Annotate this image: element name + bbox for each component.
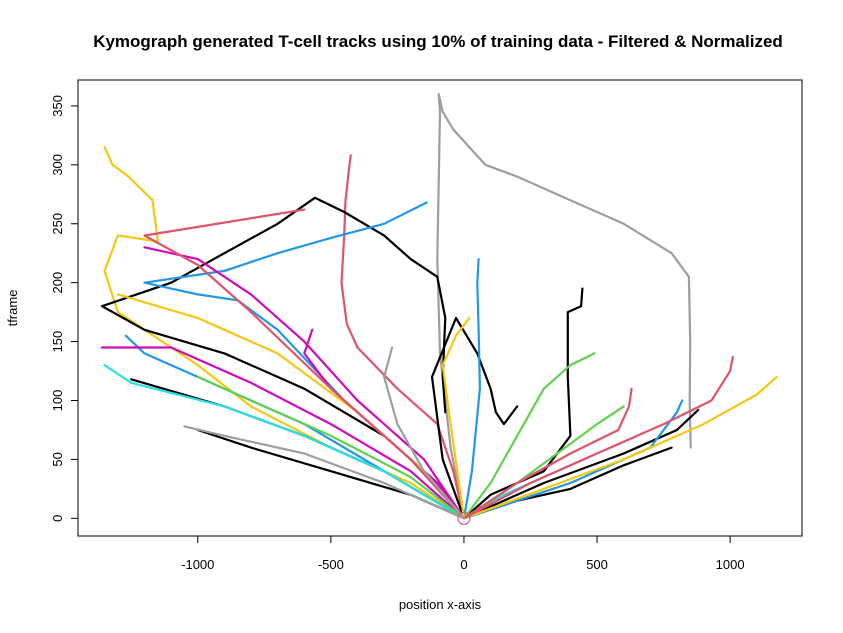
track-line: [124, 334, 466, 520]
x-tick-label: 500: [586, 557, 608, 572]
track-line: [436, 92, 692, 520]
track-line: [462, 352, 596, 520]
x-axis: -1000 -500 0 500 1000: [181, 535, 745, 572]
y-tick-label: 50: [50, 452, 65, 466]
tracks-layer: [100, 92, 778, 525]
chart-title: Kymograph generated T-cell tracks using …: [93, 32, 783, 51]
x-axis-label: position x-axis: [399, 597, 482, 612]
track-line: [462, 408, 700, 520]
x-tick-label: -500: [318, 557, 344, 572]
y-tick-label: 100: [50, 390, 65, 412]
y-tick-label: 350: [50, 95, 65, 117]
track-line: [462, 355, 734, 520]
track-line: [462, 287, 584, 520]
y-tick-label: 0: [50, 515, 65, 522]
origin-marker: [457, 511, 471, 525]
y-axis: 0 50 100 150 200 250 300 350: [50, 95, 79, 522]
track-line: [462, 375, 778, 520]
y-axis-label: tframe: [5, 290, 20, 327]
track-line: [430, 316, 519, 520]
track-line: [103, 146, 466, 520]
track-line: [143, 208, 466, 520]
track-line: [143, 246, 466, 520]
y-tick-label: 300: [50, 154, 65, 176]
track-line: [100, 346, 466, 520]
track-line: [462, 387, 633, 520]
track-line: [441, 316, 471, 520]
track-line: [100, 196, 466, 520]
x-tick-label: -1000: [181, 557, 214, 572]
track-line: [383, 346, 466, 520]
track-line: [462, 258, 481, 520]
y-tick-label: 250: [50, 213, 65, 235]
y-tick-label: 150: [50, 331, 65, 353]
track-line: [103, 364, 466, 520]
track-line: [183, 425, 466, 520]
track-line: [340, 154, 466, 520]
track-line: [196, 375, 466, 520]
x-tick-label: 0: [460, 557, 467, 572]
y-tick-label: 200: [50, 272, 65, 294]
x-tick-label: 1000: [716, 557, 745, 572]
